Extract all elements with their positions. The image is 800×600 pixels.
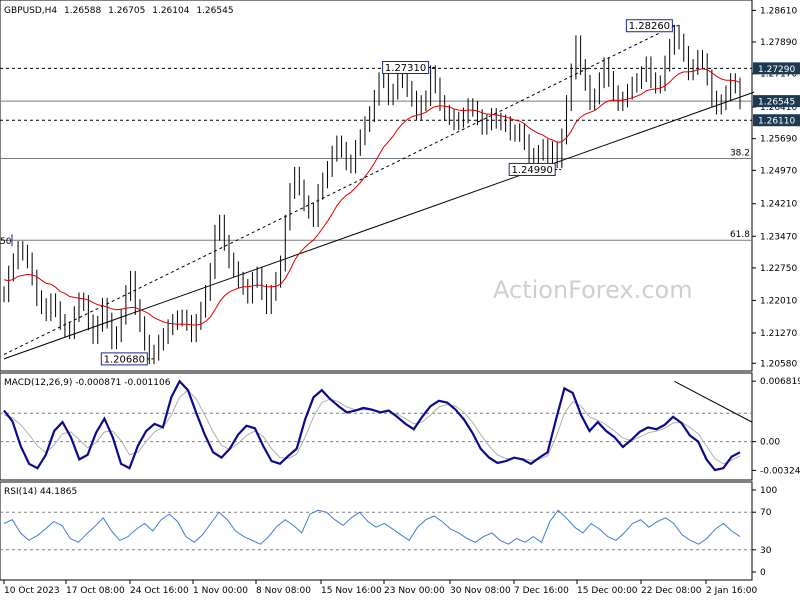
price-axis-label: 1.28610 <box>760 6 797 16</box>
price-layer: 38.2 61.8 1.28260 1.27310 1.24990 1.20680 50 <box>0 19 755 366</box>
time-axis-label: 2 Jan 16:00 <box>706 586 758 596</box>
rsi-axis-label: 70 <box>760 508 772 518</box>
price-axis-label: 1.23470 <box>760 232 797 242</box>
macd-panel-frame <box>0 372 753 481</box>
price-axis-label: 1.24970 <box>760 166 797 176</box>
fib-level-label: 61.8 <box>730 230 750 240</box>
open-value: 1.26588 <box>64 6 101 16</box>
time-axis-label: 30 Nov 08:00 <box>450 586 511 596</box>
price-axis-label: 1.27890 <box>760 38 797 48</box>
channel-line <box>3 25 675 355</box>
time-axis-label: 10 Oct 2023 <box>4 586 60 596</box>
price-tag-label: 1.27290 <box>758 65 795 75</box>
time-axis-label: 15 Dec 00:00 <box>577 586 638 596</box>
watermark: ActionForex.com <box>493 276 693 304</box>
ema-line <box>3 68 741 326</box>
macd-title: MACD(12,26,9) -0.000871 -0.001106 <box>4 378 171 388</box>
price-annotation-label: 1.28260 <box>629 21 670 32</box>
time-axis-label: 23 Nov 00:00 <box>384 586 445 596</box>
price-panel-frame <box>0 0 753 372</box>
time-axis-label: 7 Dec 16:00 <box>514 586 569 596</box>
rsi-axis-label: 0 <box>760 568 766 578</box>
rsi-line <box>3 509 741 545</box>
price-axis-label: 1.24210 <box>760 200 797 210</box>
price-annotation-label: 1.27310 <box>385 63 426 74</box>
price-annotation-label: 1.20680 <box>104 354 145 365</box>
fib-level-label: 38.2 <box>730 148 750 158</box>
price-axis-label: 1.21270 <box>760 329 797 339</box>
trendline <box>3 91 755 360</box>
price-axis-label: 1.20580 <box>760 359 797 369</box>
price-axis-label: 1.26410 <box>760 103 797 113</box>
price-tag-label: 1.26545 <box>758 98 795 108</box>
price-tag <box>753 62 800 75</box>
price-tag <box>753 114 800 127</box>
rsi-title: RSI(14) 44.1865 <box>4 487 77 497</box>
low-value: 1.26104 <box>152 6 189 16</box>
rsi-axis-label: 30 <box>760 546 772 556</box>
price-axis-label: 1.22010 <box>760 296 797 306</box>
price-axis-label: 1.25690 <box>760 135 797 145</box>
price-tag <box>753 95 800 108</box>
macd-layer <box>0 379 753 472</box>
rsi-axis-label: 100 <box>760 486 777 496</box>
macd-axis-label: 0.006819 <box>760 377 800 387</box>
close-value: 1.26545 <box>196 6 233 16</box>
price-tag-label: 1.26110 <box>758 117 795 127</box>
price-axis-label: 1.27170 <box>760 70 797 80</box>
time-axis-label: 24 Oct 16:00 <box>130 586 189 596</box>
time-axis-label: 8 Nov 08:00 <box>256 586 311 596</box>
time-axis-label: 15 Nov 16:00 <box>321 586 382 596</box>
symbol-label: GBPUSD,H4 <box>4 6 57 16</box>
price-axis-label: 1.22750 <box>760 264 797 274</box>
macd-line <box>3 379 741 472</box>
rsi-layer <box>0 509 752 551</box>
price-header: GBPUSD,H4 1.26588 1.26705 1.26104 1.2654… <box>4 6 234 16</box>
time-axis-label: 1 Nov 00:00 <box>193 586 248 596</box>
axis-layer: 1.28610 1.27890 1.27170 1.26410 1.25690 1.249… <box>3 6 800 596</box>
high-value: 1.26705 <box>108 6 145 16</box>
time-axis-label: 17 Oct 08:00 <box>66 586 125 596</box>
rsi-panel-frame <box>0 481 753 581</box>
time-axis-label: 22 Dec 08:00 <box>641 586 702 596</box>
price-annotation-label: 1.24990 <box>511 165 552 176</box>
left-level-label: 50 <box>0 237 12 247</box>
macd-axis-label: 0.00 <box>760 438 780 448</box>
macd-trendline <box>674 380 753 423</box>
